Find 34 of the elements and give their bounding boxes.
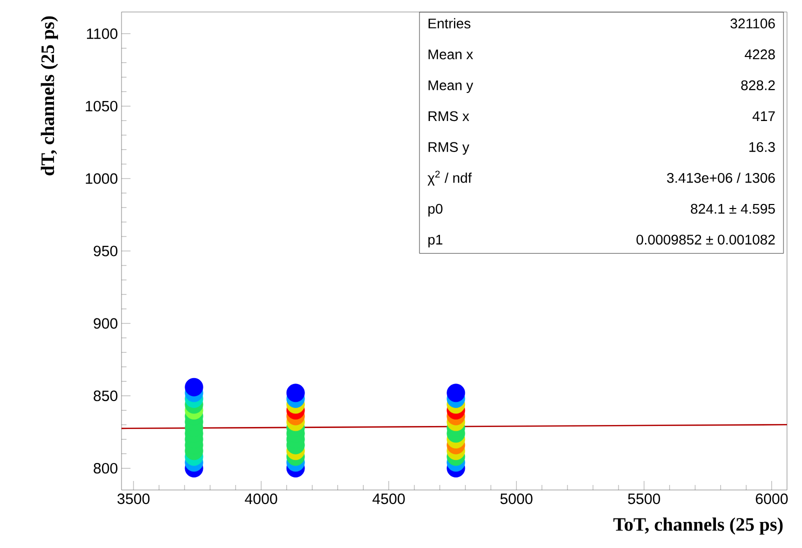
y-axis-title: dT, channels (25 ps): [40, 16, 58, 176]
annotation: 824.1 ± 4.595: [690, 204, 775, 214]
x-tick-label: 5500: [628, 494, 660, 504]
annotation: Entries: [428, 18, 470, 28]
annotation: 3.413e+06 / 1306: [667, 172, 775, 183]
annotation: RMS x: [428, 111, 470, 122]
point: [446, 384, 466, 402]
point: [286, 384, 305, 402]
x-tick-label: 3500: [117, 494, 150, 504]
annotation: χ$^{2}$ / ndf: [428, 170, 472, 186]
y-tick-label: 800: [94, 462, 118, 474]
y-tick-label: 1100: [86, 28, 118, 39]
x-tick-label: 5000: [500, 494, 532, 504]
annotation: 417: [752, 111, 775, 121]
y-tick-label: 900: [94, 318, 118, 329]
y-tick-label: 1050: [86, 100, 118, 112]
point: [184, 378, 204, 396]
annotation: Mean y: [428, 80, 474, 93]
annotation: 4228: [744, 49, 775, 60]
y-tick-label: 1000: [86, 173, 118, 184]
annotation: p1: [428, 234, 442, 248]
annotation: 321106: [730, 18, 775, 28]
annotation: 828.2: [741, 80, 775, 90]
annotation: 0.0009852 ± 0.001082: [636, 234, 775, 245]
annotation: Mean x: [428, 50, 474, 60]
x-tick-label: 6000: [756, 494, 788, 504]
annotation: p0: [428, 204, 442, 216]
x-axis-title: ToT, channels (25 ps): [613, 518, 783, 535]
annotation: RMS y: [428, 142, 470, 155]
x-tick-label: 4000: [244, 494, 278, 504]
annotation: 16.3: [749, 142, 775, 152]
y-tick-label: 950: [94, 246, 118, 256]
y-tick-label: 850: [94, 390, 118, 402]
x-tick-label: 4500: [372, 494, 405, 504]
